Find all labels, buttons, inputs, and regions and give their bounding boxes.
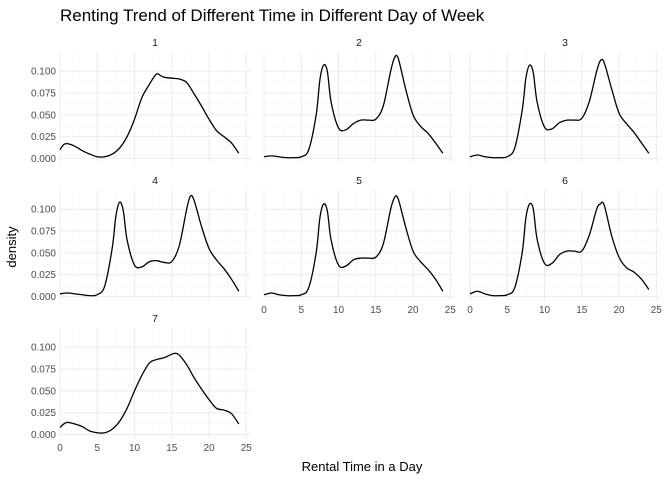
y-tick-label: 0.075 <box>31 89 56 100</box>
x-tick-label: 5 <box>298 305 304 316</box>
facet-strip-label: 4 <box>152 175 158 187</box>
x-tick-label: 20 <box>203 443 215 454</box>
density-line-day-4 <box>59 194 240 297</box>
x-tick-label: 20 <box>407 305 419 316</box>
facet-panel-4: 4 0.000 0.025 0.050 0.075 0.100 <box>31 175 250 303</box>
y-tick-label: 0.100 <box>31 67 56 78</box>
x-tick-label: 25 <box>651 305 663 316</box>
x-tick-label: 0 <box>467 305 473 316</box>
facet-panel-3: 3 <box>469 37 660 162</box>
x-tick-label: 15 <box>370 305 382 316</box>
facet-strip-label: 3 <box>562 37 568 49</box>
facet-strip-label: 5 <box>356 175 362 187</box>
density-line-day-1 <box>59 73 240 158</box>
facet-strip-label: 6 <box>562 175 568 187</box>
density-line-day-2 <box>263 54 444 159</box>
y-axis-title: density <box>4 226 19 268</box>
x-tick-label: 25 <box>241 443 253 454</box>
x-tick-label: 15 <box>166 443 178 454</box>
y-tick-label: 0.100 <box>31 205 56 216</box>
y-tick-label: 0.100 <box>31 343 56 354</box>
facet-strip-label: 7 <box>152 313 158 325</box>
y-tick-label: 0.000 <box>31 154 56 165</box>
y-tick-label: 0.050 <box>31 110 56 121</box>
y-tick-label: 0.025 <box>31 270 56 281</box>
x-tick-label: 0 <box>261 305 267 316</box>
y-tick-label: 0.025 <box>31 408 56 419</box>
density-line-day-7 <box>59 352 240 434</box>
x-axis-title: Rental Time in a Day <box>302 459 423 474</box>
density-line-day-6 <box>469 201 650 297</box>
x-tick-label: 25 <box>445 305 457 316</box>
x-tick-label: 20 <box>613 305 625 316</box>
y-tick-label: 0.000 <box>31 292 56 303</box>
y-tick-label: 0.050 <box>31 248 56 259</box>
y-tick-label: 0.050 <box>31 386 56 397</box>
x-tick-label: 15 <box>576 305 588 316</box>
x-tick-label: 10 <box>129 443 141 454</box>
y-tick-label: 0.075 <box>31 365 56 376</box>
facet-panel-5: 5 0 5 10 15 20 25 <box>261 175 456 316</box>
facet-strip-label: 1 <box>152 37 158 49</box>
facet-panel-6: 6 0 5 10 15 20 25 <box>467 175 662 316</box>
x-tick-label: 5 <box>504 305 510 316</box>
x-tick-label: 0 <box>57 443 63 454</box>
density-line-day-3 <box>469 58 650 159</box>
y-tick-label: 0.025 <box>31 132 56 143</box>
facet-strip-label: 2 <box>356 37 362 49</box>
panels: 1 0.000 0.025 0.050 0.075 0.100 2 3 4 0.000 0.025 0… <box>31 37 662 454</box>
x-tick-label: 10 <box>539 305 551 316</box>
y-tick-label: 0.075 <box>31 227 56 238</box>
facet-panel-1: 1 0.000 0.025 0.050 0.075 0.100 <box>31 37 250 165</box>
density-line-day-5 <box>263 195 444 297</box>
facet-panel-2: 2 <box>263 37 454 162</box>
x-tick-label: 10 <box>333 305 345 316</box>
chart-title: Renting Trend of Different Time in Diffe… <box>60 6 485 25</box>
x-tick-label: 5 <box>94 443 100 454</box>
facet-panel-7: 7 0.000 0.025 0.050 0.075 0.100 0 5 10 15 20 25 <box>31 313 252 454</box>
y-tick-label: 0.000 <box>31 430 56 441</box>
